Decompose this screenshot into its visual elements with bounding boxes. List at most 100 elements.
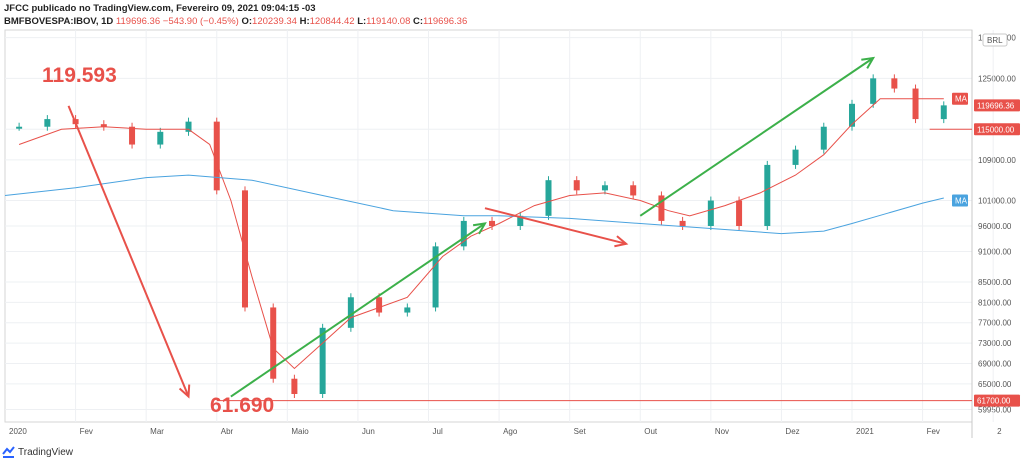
price-label-box: [974, 99, 1020, 112]
high-label: H:: [299, 16, 310, 27]
price-candle: [185, 121, 192, 132]
open-label: O:: [241, 16, 253, 27]
ma-short-line: [18, 98, 944, 370]
x-tick-label: Abr: [221, 427, 234, 436]
price-candle: [319, 327, 326, 394]
price-candle: [630, 185, 637, 196]
trend-arrow-line: [230, 222, 486, 398]
price-change: −543.90 (−0.45%): [162, 16, 239, 27]
price-label-text: 115000.00: [977, 125, 1015, 134]
currency-badge-label: BRL: [987, 36, 1003, 45]
price-label-box: [952, 194, 968, 207]
x-tick-label: Maio: [291, 427, 309, 436]
price-label-box: [952, 92, 968, 105]
price-candle: [870, 78, 877, 104]
trend-arrow-line: [639, 57, 874, 217]
price-candle: [100, 124, 107, 127]
y-tick-label: 101000.00: [978, 197, 1016, 206]
price-candle: [573, 180, 580, 191]
y-tick-label: 96000.00: [978, 222, 1012, 231]
x-tick-label: Dez: [785, 427, 799, 436]
close-value: 119696.36: [423, 16, 468, 27]
price-candle: [707, 200, 714, 226]
price-candle: [736, 200, 743, 226]
price-candle: [157, 131, 164, 145]
price-candle: [601, 185, 608, 191]
price-candle: [489, 220, 496, 226]
price-candle: [764, 164, 771, 226]
price-candle: [16, 126, 23, 129]
x-tick-label: Out: [644, 427, 658, 436]
x-tick-label: Fev: [927, 427, 940, 436]
y-tick-label: 69000.00: [978, 359, 1012, 368]
x-tick-label: Set: [574, 427, 587, 436]
trend-arrow-line: [484, 207, 627, 245]
price-candle: [820, 126, 827, 150]
price-candle: [270, 307, 277, 379]
price-label-text: 119696.36: [977, 101, 1015, 110]
close-label: C:: [413, 16, 424, 27]
y-tick-label: 85000.00: [978, 278, 1012, 287]
trend-arrow-head: [178, 384, 191, 399]
price-label-text: MA: [955, 197, 968, 206]
price-label-text: MA: [955, 95, 968, 104]
tradingview-brand: TradingView: [18, 446, 74, 458]
price-candle: [404, 307, 411, 313]
x-tick-label: 2020: [9, 427, 27, 436]
y-tick-label: 81000.00: [978, 298, 1012, 307]
y-tick-label: 77000.00: [978, 319, 1012, 328]
trend-arrow-head: [861, 56, 876, 69]
low-value: 119140.08: [366, 16, 411, 27]
price-candle: [940, 105, 947, 120]
ohlc-line: BMFBOVESPA:IBOV, 1D 119696.36 −543.90 (−…: [4, 15, 467, 28]
annotation-high: 119.593: [42, 64, 117, 87]
y-tick-label: 125000.00: [978, 74, 1016, 83]
price-candle: [241, 190, 248, 308]
price-label-box: [974, 123, 1020, 136]
price-candle: [44, 119, 51, 127]
price-label-box: [974, 394, 1020, 407]
trend-arrow-line: [67, 105, 190, 397]
price-candle: [291, 378, 298, 394]
price-label-text: 61700.00: [977, 397, 1011, 406]
price-candle: [545, 180, 552, 216]
y-tick-label: 73000.00: [978, 339, 1012, 348]
publish-line: JFCC publicado no TradingView.com, Fever…: [4, 3, 316, 14]
low-label: L:: [357, 16, 367, 27]
price-candle: [849, 103, 856, 127]
price-candle: [376, 297, 383, 313]
tradingview-footer[interactable]: TradingView: [2, 443, 73, 461]
y-tick-label: 91000.00: [978, 247, 1012, 256]
tradingview-logo-icon: [2, 445, 15, 458]
price-candle: [792, 149, 799, 165]
trend-arrow-head: [472, 222, 487, 235]
annotation-low: 61.690: [210, 394, 274, 417]
price-candle: [912, 88, 919, 120]
price-candle: [460, 220, 467, 247]
open-value: 120239.34: [252, 16, 297, 27]
y-tick-label: 65000.00: [978, 380, 1012, 389]
x-tick-label: Mar: [150, 427, 164, 436]
x-tick-label: Jun: [362, 427, 375, 436]
price-candle: [213, 121, 220, 191]
price-candle: [347, 297, 354, 328]
trend-arrow-head: [614, 235, 629, 248]
chart-header: JFCC publicado no TradingView.com, Fever…: [4, 2, 467, 28]
symbol-label: BMFBOVESPA:IBOV, 1D: [4, 16, 114, 27]
x-tick-label: 2021: [856, 427, 874, 436]
last-price: 119696.36: [115, 16, 161, 27]
price-candle: [891, 78, 898, 89]
x-tick-label: Ago: [503, 427, 518, 436]
high-value: 120844.42: [309, 16, 355, 27]
price-candle: [129, 126, 136, 145]
price-candle: [517, 215, 524, 226]
price-candle: [432, 246, 439, 308]
price-candle: [679, 220, 686, 226]
y-tick-label: 109000.00: [978, 156, 1016, 165]
ma-long-line: [4, 174, 944, 235]
x-tick-label: Nov: [715, 427, 729, 436]
y-tick-label: 59950.00: [978, 406, 1012, 415]
x-tick-label: Jul: [433, 427, 443, 436]
currency-badge: [982, 33, 1008, 47]
